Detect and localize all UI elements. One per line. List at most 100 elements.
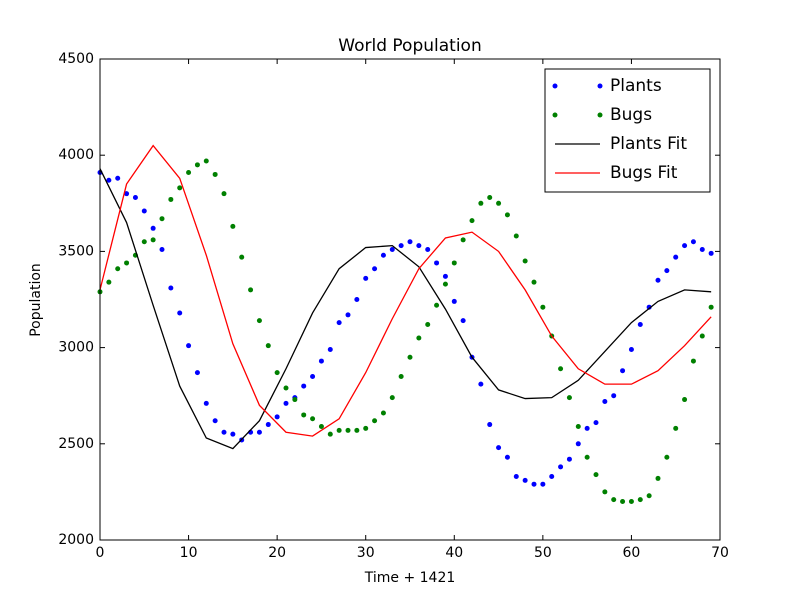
data-point xyxy=(336,320,342,326)
data-point xyxy=(611,393,617,399)
data-point xyxy=(106,279,112,285)
data-point xyxy=(256,429,262,435)
legend-marker xyxy=(552,112,558,118)
data-point xyxy=(549,474,555,480)
data-point xyxy=(575,441,581,447)
data-point xyxy=(708,250,714,256)
data-point xyxy=(354,427,360,433)
data-point xyxy=(496,445,502,451)
legend-label: Plants xyxy=(610,76,662,96)
data-point xyxy=(566,395,572,401)
data-point xyxy=(318,423,324,429)
data-point xyxy=(292,397,298,403)
data-point xyxy=(239,254,245,260)
data-point xyxy=(425,322,431,328)
fit-line xyxy=(99,144,712,437)
data-point xyxy=(177,310,183,316)
data-point xyxy=(540,481,546,487)
y-tick-label: 4000 xyxy=(58,147,94,163)
data-point xyxy=(265,422,271,428)
data-point xyxy=(690,239,696,245)
x-tick-label: 70 xyxy=(711,545,729,561)
data-point xyxy=(221,191,227,197)
data-point xyxy=(407,239,413,245)
data-point xyxy=(425,246,431,252)
data-point xyxy=(504,212,510,218)
data-point xyxy=(646,304,652,310)
data-point xyxy=(540,304,546,310)
data-point xyxy=(345,427,351,433)
data-point xyxy=(380,410,386,416)
y-tick-label: 4500 xyxy=(58,51,94,67)
data-point xyxy=(593,472,599,478)
data-point xyxy=(389,395,395,401)
data-point xyxy=(398,243,404,249)
data-point xyxy=(150,225,156,231)
data-point xyxy=(212,418,218,424)
data-point xyxy=(168,196,174,202)
data-point xyxy=(637,322,643,328)
data-point xyxy=(611,497,617,503)
data-point xyxy=(664,454,670,460)
data-point xyxy=(451,260,457,266)
x-tick-label: 40 xyxy=(445,545,463,561)
legend-box xyxy=(544,68,711,193)
x-axis-label: Time + 1421 xyxy=(364,570,456,586)
data-point xyxy=(584,454,590,460)
data-point xyxy=(513,474,519,480)
data-point xyxy=(310,416,316,422)
plot-frame xyxy=(99,58,721,541)
data-point xyxy=(566,456,572,462)
data-point xyxy=(372,418,378,424)
data-point xyxy=(513,233,519,239)
data-point xyxy=(363,425,369,431)
x-tick-label: 20 xyxy=(268,545,286,561)
data-point xyxy=(345,312,351,318)
data-point xyxy=(256,318,262,324)
data-point xyxy=(602,398,608,404)
data-point xyxy=(690,358,696,364)
data-point xyxy=(682,397,688,403)
data-point xyxy=(682,243,688,249)
data-point xyxy=(628,347,634,353)
legend-marker xyxy=(552,83,558,89)
data-point xyxy=(274,414,280,420)
data-point xyxy=(637,497,643,503)
data-point xyxy=(442,281,448,287)
data-point xyxy=(159,216,165,222)
data-point xyxy=(124,260,130,266)
data-point xyxy=(451,298,457,304)
data-point xyxy=(522,477,528,483)
data-point xyxy=(372,266,378,272)
data-point xyxy=(363,275,369,281)
data-point xyxy=(531,279,537,285)
data-point xyxy=(496,200,502,206)
data-point xyxy=(283,385,289,391)
data-point xyxy=(132,195,138,201)
data-point xyxy=(177,185,183,191)
data-point xyxy=(310,373,316,379)
data-point xyxy=(416,243,422,249)
data-point xyxy=(274,370,280,376)
data-point xyxy=(416,335,422,341)
legend-marker xyxy=(597,112,603,118)
data-point xyxy=(442,273,448,279)
data-point xyxy=(203,158,209,164)
data-point xyxy=(389,246,395,252)
data-point xyxy=(602,489,608,495)
data-point xyxy=(575,423,581,429)
x-tick-label: 60 xyxy=(623,545,641,561)
data-point xyxy=(186,343,192,349)
data-point xyxy=(194,370,200,376)
data-point xyxy=(620,368,626,374)
data-point xyxy=(699,246,705,252)
data-point xyxy=(434,260,440,266)
data-point xyxy=(558,366,564,372)
data-point xyxy=(478,200,484,206)
data-point xyxy=(318,358,324,364)
data-point xyxy=(673,254,679,260)
data-point xyxy=(230,223,236,229)
data-point xyxy=(115,175,121,181)
